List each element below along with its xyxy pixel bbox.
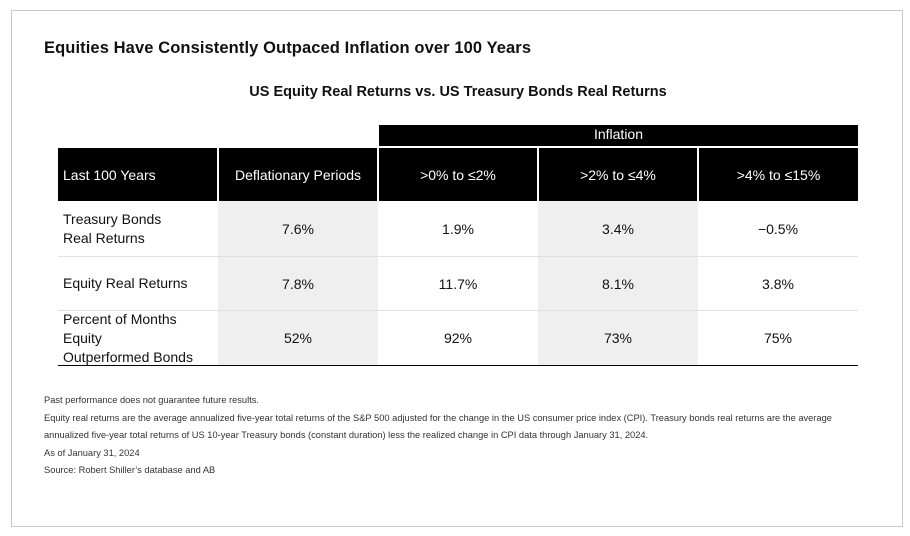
table-cell: 73% — [538, 311, 698, 365]
table-cell: 3.4% — [538, 201, 698, 256]
table-cell: 52% — [218, 311, 378, 365]
row-label-percent-months: Percent of Months Equity Outperformed Bo… — [58, 311, 218, 365]
table-cell: 8.1% — [538, 257, 698, 310]
table-cell: 92% — [443, 330, 473, 346]
column-header-inflation-0-2: >0% to ≤2% — [379, 148, 537, 201]
table-cell: −0.5% — [757, 220, 799, 237]
row-label-line: Outperformed Bonds — [63, 348, 193, 365]
page-title: Equities Have Consistently Outpaced Infl… — [44, 39, 532, 57]
table-cell: 11.7% — [438, 275, 478, 292]
table-cell: 1.9% — [442, 220, 474, 237]
chart-frame — [11, 10, 903, 527]
row-label-equity-returns: Equity Real Returns — [58, 257, 218, 310]
table-title: US Equity Real Returns vs. US Treasury B… — [249, 84, 667, 100]
footnote-disclaimer: Past performance does not guarantee futu… — [44, 395, 259, 405]
column-header-period: Last 100 Years — [58, 148, 217, 201]
row-label-line: Equity Real Returns — [63, 275, 188, 291]
column-header-inflation-2-4: >2% to ≤4% — [539, 148, 697, 201]
footnote-definition: Equity real returns are the average annu… — [44, 412, 832, 423]
table-cell: 75% — [763, 330, 793, 346]
footnote-definition-cont: annualized five-year total returns of US… — [44, 430, 649, 440]
table-row-treasury-bonds: Treasury Bonds Real Returns 7.6% 1.9% 3.… — [58, 201, 858, 257]
row-label-line: Percent of Months Equity — [63, 310, 177, 346]
table-cell: 3.8% — [762, 275, 794, 292]
column-header-inflation-4-15: >4% to ≤15% — [699, 148, 858, 201]
table-cell: 7.8% — [218, 257, 378, 310]
row-label-treasury-bonds: Treasury Bonds Real Returns — [58, 201, 218, 256]
table-row-equity-returns: Equity Real Returns 7.8% 11.7% 8.1% 3.8% — [58, 257, 858, 311]
table-body: Treasury Bonds Real Returns 7.6% 1.9% 3.… — [58, 201, 858, 366]
footnote-source: Source: Robert Shiller’s database and AB — [44, 465, 216, 475]
footnotes: Past performance does not guarantee futu… — [44, 392, 864, 480]
table-row-percent-months: Percent of Months Equity Outperformed Bo… — [58, 311, 858, 366]
table-cell: 7.6% — [218, 201, 378, 256]
column-header-deflationary: Deflationary Periods — [219, 148, 377, 201]
row-label-line: Real Returns — [63, 229, 145, 246]
row-label-line: Treasury Bonds — [63, 210, 162, 227]
footnote-date: As of January 31, 2024 — [44, 447, 140, 458]
table-header-row: Last 100 Years Deflationary Periods >0% … — [58, 148, 858, 201]
inflation-group-header: Inflation — [379, 125, 858, 146]
